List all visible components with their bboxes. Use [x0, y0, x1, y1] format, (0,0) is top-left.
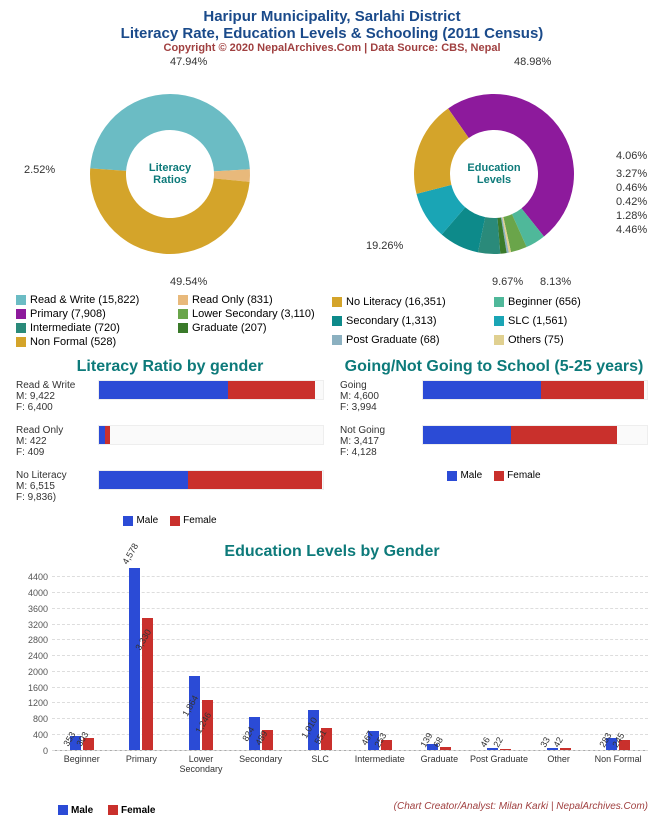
- pct-label: 0.42%: [616, 196, 647, 208]
- pct-label: 47.94%: [170, 56, 207, 68]
- legend-item: Intermediate (720): [16, 322, 170, 334]
- legend-item: Read Only (831): [178, 294, 332, 306]
- donut-legend: Read & Write (15,822) Read Only (831) Prim…: [8, 294, 656, 348]
- page-title: Haripur Municipality, Sarlahi District: [8, 8, 656, 25]
- bar-group: 283 245 Non Formal: [588, 738, 648, 749]
- bar-group: 1,010 551 SLC: [290, 710, 350, 750]
- legend-male: Male: [71, 805, 93, 816]
- barv-legend: Male Female: [8, 805, 161, 819]
- pct-label: 49.54%: [170, 276, 207, 288]
- donut-literacy-label: LiteracyRatios: [149, 162, 191, 186]
- chart-credit: (Chart Creator/Analyst: Milan Karki | Ne…: [161, 801, 656, 819]
- pct-label: 3.27%: [616, 168, 647, 180]
- pct-label: 19.26%: [366, 240, 403, 252]
- pct-label: 9.67%: [492, 276, 523, 288]
- bar-group: 824 489 Secondary: [231, 717, 291, 750]
- legend-item: Primary (7,908): [16, 308, 170, 320]
- legend-item: Others (75): [494, 331, 648, 348]
- legend-item: No Literacy (16,351): [332, 294, 486, 311]
- pct-label: 4.46%: [616, 224, 647, 236]
- legend-item: Beginner (656): [494, 294, 648, 311]
- legend-item: Read & Write (15,822): [16, 294, 170, 306]
- bar-group: 139 68 Graduate: [410, 744, 470, 749]
- bar-group: 4,578 3,330 Primary: [112, 568, 172, 749]
- bar-group: 1,864 1,246 Lower Secondary: [171, 676, 231, 750]
- legend-female: Female: [121, 805, 155, 816]
- pct-label: 48.98%: [514, 56, 551, 68]
- hbar-literacy-title: Literacy Ratio by gender: [8, 358, 332, 376]
- pct-label: 1.28%: [616, 210, 647, 222]
- legend-item: Lower Secondary (3,110): [178, 308, 332, 320]
- hbar-school: GoingM: 4,600F: 3,994 Not GoingM: 3,417F:…: [332, 376, 656, 488]
- legend-item: Secondary (1,313): [332, 313, 486, 330]
- hbar-row: Read & WriteM: 9,422F: 6,400: [16, 380, 324, 415]
- donut-literacy: LiteracyRatios 47.94% 2.52% 49.54%: [20, 54, 320, 294]
- legend-item: Post Graduate (68): [332, 331, 486, 348]
- hbar-legend: MaleFemale: [16, 515, 324, 529]
- legend-item: Non Formal (528): [16, 336, 170, 348]
- bar-group: 353 303 Beginner: [52, 736, 112, 750]
- legend-item: Graduate (207): [178, 322, 332, 334]
- pct-label: 8.13%: [540, 276, 571, 288]
- legend-item: SLC (1,561): [494, 313, 648, 330]
- bar-group: 46 22 Post Graduate: [469, 748, 529, 750]
- barv-title: Education Levels by Gender: [8, 543, 656, 561]
- data-source: Copyright © 2020 NepalArchives.Com | Dat…: [8, 42, 656, 54]
- hbar-row: No LiteracyM: 6,515F: 9,836): [16, 470, 324, 505]
- hbar-school-title: Going/Not Going to School (5-25 years): [332, 358, 656, 376]
- pct-label: 0.46%: [616, 182, 647, 194]
- hbar-row: GoingM: 4,600F: 3,994: [340, 380, 648, 415]
- donut-education: EducationLevels 48.98% 4.06% 3.27% 0.46% 0.4…: [344, 54, 644, 294]
- hbar-legend: MaleFemale: [340, 470, 648, 484]
- pct-label: 4.06%: [616, 150, 647, 162]
- hbar-row: Not GoingM: 3,417F: 4,128: [340, 425, 648, 460]
- pct-label: 2.52%: [24, 164, 55, 176]
- bar-group: 467 253 Intermediate: [350, 731, 410, 749]
- hbar-literacy: Read & WriteM: 9,422F: 6,400 Read OnlyM: …: [8, 376, 332, 533]
- page-subtitle: Literacy Rate, Education Levels & School…: [8, 25, 656, 42]
- hbar-row: Read OnlyM: 422F: 409: [16, 425, 324, 460]
- barv-education-gender: 0400800120016002000240028003200360040004…: [8, 561, 656, 801]
- bar-group: 33 42 Other: [529, 748, 589, 750]
- donut-education-label: EducationLevels: [467, 162, 520, 186]
